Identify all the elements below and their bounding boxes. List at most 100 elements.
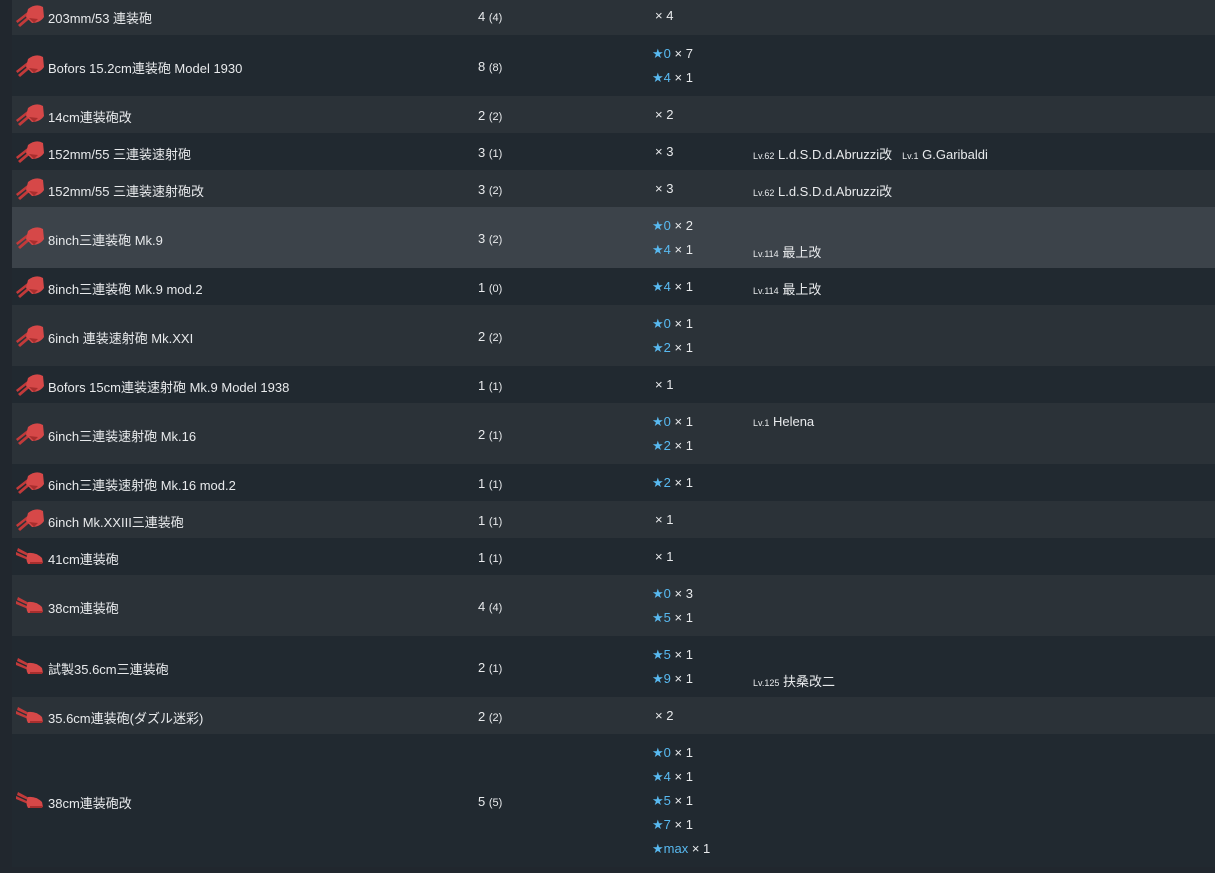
level-quantity: × 7 [674, 45, 693, 61]
star-level-badge: ★2 [652, 474, 671, 490]
ship-level: Lv.62 [753, 150, 775, 161]
improvement-level: ★2 × 1 [652, 434, 693, 458]
table-row[interactable]: 6inch三連装速射砲 Mk.16 mod.2 1 (1) ★2 × 1 [12, 464, 1215, 501]
twin-gun-mount-icon [16, 507, 46, 533]
large-caliber-gun-icon [16, 703, 46, 729]
improvement-level: × 3 [652, 140, 673, 164]
table-row[interactable]: 152mm/55 三連装速射砲 3 (1) × 3 Lv.62 L.d.S.D.d.A… [12, 133, 1215, 170]
equipped-ships: Lv.1 Helena [753, 414, 824, 429]
twin-gun-mount-icon [16, 139, 46, 165]
level-quantity: × 1 [655, 548, 674, 564]
large-caliber-gun-icon [16, 654, 46, 680]
star-level-badge: ★0 [652, 217, 671, 233]
equipped-ship[interactable]: Lv.62 L.d.S.D.d.Abruzzi改 [753, 144, 892, 163]
table-row[interactable]: Bofors 15cm連装速射砲 Mk.9 Model 1938 1 (1) × 1 [12, 366, 1215, 403]
total-count: 2 [478, 328, 486, 344]
available-count: (4) [488, 12, 503, 24]
level-quantity: × 1 [674, 278, 693, 294]
available-count: (2) [488, 331, 503, 344]
table-row[interactable]: 203mm/53 連装砲 4 (4) × 4 [12, 0, 1215, 35]
improvement-level: × 4 [652, 4, 673, 28]
equipment-name: 8inch三連装砲 Mk.9 mod.2 [48, 281, 203, 297]
equipment-count: 4 (4) [478, 9, 502, 24]
equipment-name: Bofors 15cm連装速射砲 Mk.9 Model 1938 [48, 379, 290, 395]
equipped-ship[interactable]: Lv.1 G.Garibaldi [902, 147, 988, 162]
improvement-level: ★4 × 1 [652, 238, 693, 262]
improvement-level: × 2 [652, 704, 673, 728]
total-count: 1 [478, 512, 486, 528]
level-quantity: × 1 [674, 646, 693, 662]
ship-level: Lv.114 [753, 285, 779, 296]
equipment-name: 6inch三連装速射砲 Mk.16 mod.2 [48, 477, 236, 493]
level-quantity: × 1 [674, 437, 693, 453]
equipment-count: 2 (2) [478, 108, 502, 123]
improvement-level: ★2 × 1 [652, 471, 693, 495]
star-level-badge: ★0 [652, 413, 671, 429]
total-count: 1 [478, 279, 486, 295]
ship-name: 扶桑改二 [782, 673, 835, 689]
improvement-level: ★5 × 1 [652, 643, 693, 667]
table-row[interactable]: 8inch三連装砲 Mk.9 3 (2) ★0 × 2 ★4 × 1 Lv.114 最上… [12, 207, 1215, 268]
level-quantity: × 1 [674, 609, 693, 625]
equipment-name: 41cm連装砲 [48, 551, 119, 567]
table-row[interactable]: 152mm/55 三連装速射砲改 3 (2) × 3 Lv.62 L.d.S.D.d.… [12, 170, 1215, 207]
level-quantity: × 1 [674, 670, 693, 686]
equipment-count: 2 (2) [478, 709, 502, 724]
level-quantity: × 3 [655, 143, 674, 159]
table-row[interactable]: 14cm連装砲改 2 (2) × 2 [12, 96, 1215, 133]
equipment-name: 6inch 連装速射砲 Mk.XXI [48, 330, 194, 346]
level-quantity: × 3 [655, 180, 674, 196]
improvement-level: ★4 × 1 [652, 66, 693, 90]
level-quantity: × 1 [674, 241, 693, 257]
table-row[interactable]: 6inch 連装速射砲 Mk.XXI 2 (2) ★0 × 1 ★2 × 1 [12, 305, 1215, 366]
equipped-ship[interactable]: Lv.114 最上改 [753, 242, 821, 261]
equipped-ship[interactable]: Lv.62 L.d.S.D.d.Abruzzi改 [753, 181, 892, 200]
available-count: (1) [488, 662, 503, 675]
improvement-level: ★0 × 1 [652, 410, 693, 434]
table-row[interactable]: 6inch三連装速射砲 Mk.16 2 (1) ★0 × 1 ★2 × 1 Lv.1 H… [12, 403, 1215, 464]
total-count: 3 [478, 181, 486, 197]
available-count: (2) [488, 711, 503, 724]
level-quantity: × 1 [674, 768, 693, 784]
equipped-ship[interactable]: Lv.125 扶桑改二 [753, 671, 835, 690]
level-quantity: × 1 [655, 376, 674, 392]
level-quantity: × 2 [655, 106, 674, 122]
total-count: 1 [478, 377, 486, 393]
twin-gun-mount-icon [16, 225, 46, 251]
level-quantity: × 1 [655, 511, 674, 527]
level-quantity: × 1 [674, 474, 693, 490]
ship-name: 最上改 [782, 244, 822, 260]
available-count: (1) [488, 478, 503, 491]
level-quantity: × 1 [674, 315, 693, 331]
table-row[interactable]: 試製35.6cm三連装砲 2 (1) ★5 × 1 ★9 × 1 Lv.125 扶桑改二 [12, 636, 1215, 697]
available-count: (1) [488, 515, 503, 528]
ship-name: L.d.S.D.d.Abruzzi改 [777, 183, 893, 199]
equipped-ship[interactable]: Lv.114 最上改 [753, 279, 821, 298]
improvement-level: × 1 [652, 508, 673, 532]
table-row[interactable]: 35.6cm連装砲(ダズル迷彩) 2 (2) × 2 [12, 697, 1215, 734]
star-level-badge: ★2 [652, 339, 671, 355]
available-count: (5) [488, 796, 503, 809]
table-row[interactable]: 38cm連装砲改 5 (5) ★0 × 1 ★4 × 1 ★5 × 1 ★7 × 1 ★ma… [12, 734, 1215, 867]
level-quantity: × 1 [674, 792, 693, 808]
ship-name: G.Garibaldi [922, 146, 988, 162]
equipped-ships: Lv.114 最上改 [753, 242, 831, 261]
equipment-count: 2 (2) [478, 329, 502, 344]
total-count: 5 [478, 793, 486, 809]
ship-level: Lv.1 [902, 150, 919, 161]
table-row[interactable]: 38cm連装砲 4 (4) ★0 × 3 ★5 × 1 [12, 575, 1215, 636]
ship-level: Lv.62 [753, 187, 775, 198]
table-row[interactable]: 41cm連装砲 1 (1) × 1 [12, 538, 1215, 575]
level-quantity: × 2 [674, 217, 693, 233]
equipped-ships: Lv.114 最上改 [753, 279, 831, 298]
table-row[interactable]: 6inch Mk.XXIII三連装砲 1 (1) × 1 [12, 501, 1215, 538]
total-count: 2 [478, 107, 486, 123]
equipment-name: 152mm/55 三連装速射砲 [48, 146, 192, 162]
equipment-count: 2 (1) [478, 660, 502, 675]
available-count: (0) [488, 282, 503, 295]
improvement-level: ★0 × 2 [652, 214, 693, 238]
equipped-ship[interactable]: Lv.1 Helena [753, 414, 814, 429]
level-quantity: × 2 [655, 707, 674, 723]
table-row[interactable]: 8inch三連装砲 Mk.9 mod.2 1 (0) ★4 × 1 Lv.114 最上… [12, 268, 1215, 305]
table-row[interactable]: Bofors 15.2cm連装砲 Model 1930 8 (8) ★0 × 7 ★4… [12, 35, 1215, 96]
